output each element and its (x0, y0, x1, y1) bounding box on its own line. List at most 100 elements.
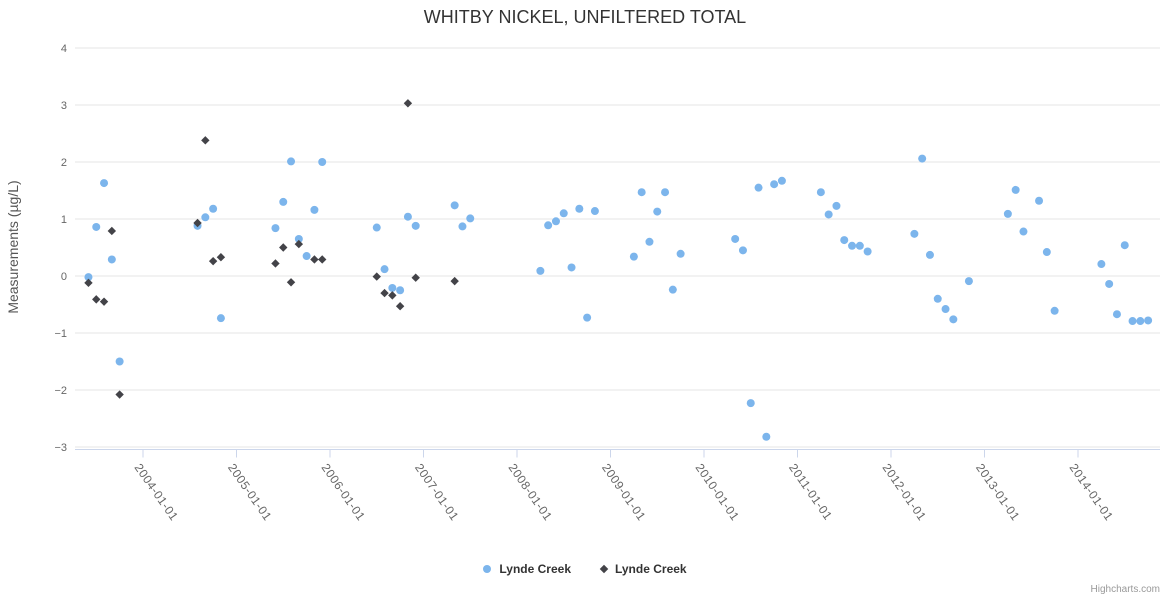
data-point[interactable] (107, 255, 116, 264)
data-point[interactable] (92, 222, 101, 231)
data-point[interactable] (395, 302, 405, 311)
data-point[interactable] (832, 201, 841, 210)
data-point[interactable] (201, 136, 210, 145)
data-point[interactable] (372, 272, 381, 281)
data-point[interactable] (318, 255, 327, 264)
data-point[interactable] (1003, 209, 1012, 218)
data-point[interactable] (107, 226, 117, 236)
data-point[interactable] (637, 188, 646, 197)
data-point[interactable] (559, 209, 568, 218)
data-point[interactable] (92, 295, 101, 304)
data-point[interactable] (201, 213, 210, 222)
y-axis-label: −2 (54, 385, 67, 397)
data-point[interactable] (388, 291, 397, 300)
data-point[interactable] (949, 315, 958, 324)
data-point[interactable] (754, 183, 763, 192)
data-point[interactable] (731, 234, 740, 243)
data-point[interactable] (746, 399, 755, 408)
data-point[interactable] (536, 266, 545, 275)
data-point[interactable] (279, 197, 288, 206)
data-point[interactable] (544, 221, 553, 230)
data-point[interactable] (738, 246, 747, 255)
data-point[interactable] (115, 390, 124, 399)
data-point[interactable] (1120, 241, 1129, 250)
data-point[interactable] (1050, 306, 1059, 315)
data-point[interactable] (450, 276, 459, 286)
data-point[interactable] (458, 222, 467, 231)
data-point[interactable] (380, 265, 389, 274)
legend-item-lynde-creek-2[interactable]: Lynde Creek (599, 562, 687, 576)
data-point[interactable] (388, 283, 397, 292)
data-point[interactable] (287, 157, 296, 166)
data-point[interactable] (863, 247, 872, 256)
data-point[interactable] (1011, 185, 1020, 194)
data-point[interactable] (824, 210, 833, 219)
data-point[interactable] (1019, 227, 1028, 236)
data-point[interactable] (551, 217, 560, 226)
data-point[interactable] (411, 273, 420, 282)
data-point[interactable] (964, 277, 973, 286)
data-point[interactable] (653, 207, 662, 216)
data-point[interactable] (590, 207, 599, 216)
data-point[interactable] (216, 252, 226, 262)
data-point[interactable] (193, 218, 202, 228)
data-point[interactable] (1042, 248, 1051, 257)
data-point[interactable] (310, 205, 319, 214)
data-point[interactable] (848, 241, 857, 250)
data-point[interactable] (1105, 279, 1114, 288)
data-point[interactable] (1136, 317, 1145, 326)
data-point[interactable] (396, 286, 405, 295)
data-point[interactable] (933, 294, 942, 303)
data-point[interactable] (1035, 196, 1044, 205)
data-point[interactable] (216, 314, 225, 323)
data-point[interactable] (575, 204, 584, 213)
data-point[interactable] (84, 278, 93, 288)
data-point[interactable] (271, 224, 280, 233)
data-point[interactable] (209, 204, 218, 213)
x-axis-label: 2014-01-01 (1067, 461, 1117, 523)
data-point[interactable] (816, 188, 825, 197)
data-point[interactable] (115, 357, 124, 366)
data-point[interactable] (770, 180, 779, 189)
data-point[interactable] (661, 188, 670, 197)
data-point[interactable] (403, 99, 413, 108)
data-point[interactable] (99, 297, 109, 306)
data-point[interactable] (310, 255, 319, 264)
credits-link[interactable]: Highcharts.com (1090, 584, 1160, 595)
data-point[interactable] (84, 273, 93, 282)
legend-item-lynde-creek-1[interactable]: Lynde Creek (483, 562, 571, 576)
data-point[interactable] (466, 214, 475, 223)
data-point[interactable] (372, 223, 381, 232)
data-point[interactable] (1144, 316, 1153, 325)
data-point[interactable] (208, 256, 218, 266)
data-point[interactable] (380, 288, 389, 298)
data-point[interactable] (567, 263, 576, 272)
data-point[interactable] (918, 154, 927, 163)
data-point[interactable] (450, 201, 459, 210)
data-point[interactable] (941, 305, 950, 314)
data-point[interactable] (629, 252, 638, 261)
data-point[interactable] (286, 278, 296, 287)
data-point[interactable] (762, 432, 771, 441)
data-point[interactable] (583, 313, 592, 322)
data-point[interactable] (1112, 310, 1121, 319)
data-point[interactable] (294, 234, 303, 243)
data-point[interactable] (925, 250, 934, 259)
data-point[interactable] (100, 179, 109, 188)
data-point[interactable] (855, 241, 864, 250)
data-point[interactable] (279, 243, 288, 252)
data-point[interactable] (1128, 317, 1137, 326)
data-point[interactable] (1097, 260, 1106, 269)
data-point[interactable] (777, 176, 786, 185)
data-point[interactable] (294, 239, 304, 249)
data-point[interactable] (676, 249, 685, 258)
data-point[interactable] (910, 229, 919, 238)
data-point[interactable] (411, 221, 420, 230)
data-point[interactable] (645, 237, 654, 246)
data-point[interactable] (840, 236, 849, 245)
data-point[interactable] (302, 252, 311, 261)
data-point[interactable] (271, 259, 280, 268)
data-point[interactable] (318, 158, 327, 166)
data-point[interactable] (403, 212, 412, 221)
data-point[interactable] (668, 285, 677, 294)
